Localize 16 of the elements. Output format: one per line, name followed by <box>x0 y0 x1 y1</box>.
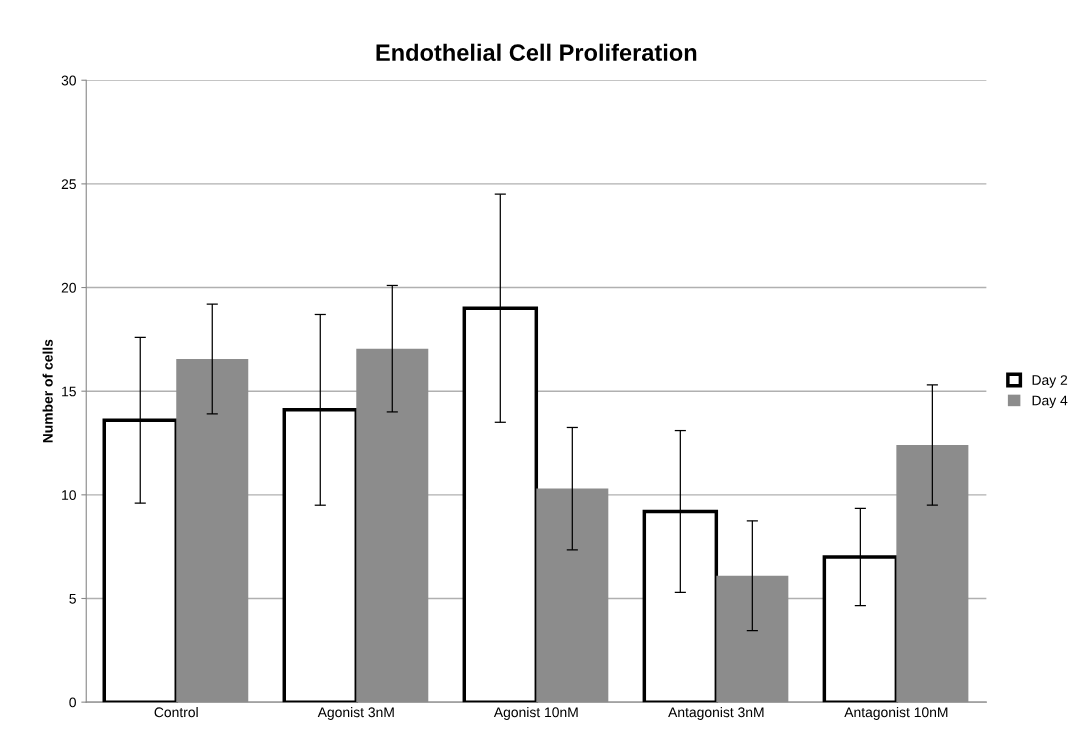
chart-title: Endothelial Cell Proliferation <box>376 43 697 62</box>
x-tick-label: Agonist 3nM <box>317 707 394 720</box>
y-tick-label: 0 <box>69 697 76 708</box>
y-axis-title: Number of cells <box>42 339 53 443</box>
x-tick-label: Antagonist 3nM <box>668 707 764 720</box>
y-tick-label: 30 <box>61 75 76 86</box>
x-tick-label: Control <box>154 707 198 718</box>
y-tick-label: 20 <box>61 282 76 293</box>
x-tick-label: Agonist 10nM <box>493 707 578 720</box>
x-tick-label: Antagonist 10nM <box>844 707 948 720</box>
y-tick-label: 15 <box>62 386 76 397</box>
legend-label: Day 2 <box>1032 375 1068 388</box>
y-tick-label: 5 <box>69 593 76 604</box>
y-tick-label: 25 <box>61 179 76 190</box>
legend-label: Day 4 <box>1032 395 1068 409</box>
y-tick-label: 10 <box>62 490 76 501</box>
